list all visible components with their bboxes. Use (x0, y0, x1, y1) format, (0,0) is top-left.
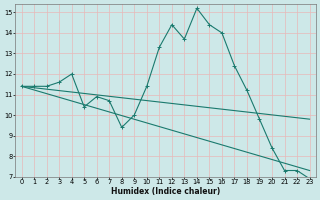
X-axis label: Humidex (Indice chaleur): Humidex (Indice chaleur) (111, 187, 220, 196)
